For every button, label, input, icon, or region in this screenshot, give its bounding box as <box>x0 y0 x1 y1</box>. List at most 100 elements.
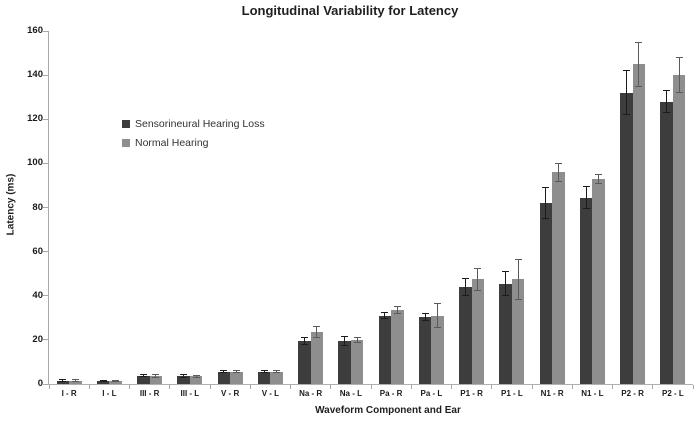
error-bar-cap <box>514 258 522 260</box>
error-bar-cap <box>474 267 482 269</box>
y-axis-tick-label: 160 <box>27 25 43 36</box>
y-axis-tick <box>43 118 48 120</box>
bar-snhl <box>418 316 432 384</box>
x-category-label: Pa - L <box>420 389 443 398</box>
error-bar <box>62 379 64 382</box>
error-bar-cap <box>59 379 67 381</box>
y-axis-tick-label: 80 <box>32 201 43 213</box>
error-bar-cap <box>260 370 268 372</box>
bar-snhl <box>459 286 472 384</box>
error-bar <box>464 278 466 296</box>
error-bar <box>625 70 627 115</box>
bar-snhl <box>298 340 311 384</box>
error-bar-cap <box>381 311 389 313</box>
error-bar-cap <box>273 370 281 372</box>
error-bar-cap <box>381 318 389 320</box>
y-axis-tick-label: 100 <box>27 157 43 169</box>
error-bar-cap <box>353 337 361 339</box>
error-bar-cap <box>300 343 308 345</box>
error-bar-cap <box>502 295 510 297</box>
x-category-label: III - L <box>180 389 200 398</box>
legend-swatch-icon <box>122 120 130 128</box>
error-bar-cap <box>421 312 429 314</box>
bar-nh <box>391 310 404 384</box>
bar-nh <box>230 371 243 384</box>
x-axis-tick <box>249 385 251 389</box>
x-axis-tick <box>410 385 412 389</box>
x-axis-tick <box>612 385 613 389</box>
error-bar-cap <box>112 381 120 383</box>
error-bar-cap <box>514 298 522 300</box>
error-bar-cap <box>582 186 590 188</box>
bar-nh <box>270 371 283 384</box>
error-bar <box>517 259 519 300</box>
error-bar-cap <box>675 92 683 94</box>
y-axis-tick <box>43 339 48 341</box>
error-bar <box>142 374 144 377</box>
plot-area: 0 20 40 60 80 100 120 140 160 I - R I - L III - R II… <box>27 26 694 398</box>
bar-nh <box>69 380 82 384</box>
error-bar-cap <box>474 289 482 291</box>
error-bar-cap <box>300 337 308 339</box>
error-bar <box>678 57 680 93</box>
error-bar <box>666 90 668 113</box>
error-bar <box>183 374 185 378</box>
bar-nh <box>471 279 485 384</box>
y-axis-tick <box>43 162 48 164</box>
y-axis-tick <box>43 383 48 385</box>
error-bar-cap <box>232 372 240 374</box>
legend-label: Sensorineural Hearing Loss <box>135 118 265 130</box>
error-bar <box>424 313 426 320</box>
bar-nh <box>511 279 525 384</box>
y-axis-tick <box>43 30 48 32</box>
bar-snhl <box>499 283 512 384</box>
error-bar-cap <box>461 277 469 279</box>
error-bar-cap <box>341 344 349 346</box>
error-bar <box>303 337 305 345</box>
error-bar <box>155 374 157 378</box>
bar-snhl <box>137 375 150 384</box>
error-bar-cap <box>152 374 160 376</box>
bar-nh <box>431 315 444 384</box>
error-bar <box>276 370 278 373</box>
error-bar <box>235 370 237 373</box>
bar-snhl <box>177 376 190 384</box>
bar-nh <box>592 178 605 384</box>
error-bar <box>195 375 197 378</box>
error-bar-cap <box>59 381 67 383</box>
error-bar-cap <box>434 302 442 304</box>
bar-nh <box>672 75 686 384</box>
error-bar-cap <box>393 312 401 314</box>
error-bar-cap <box>635 85 643 87</box>
x-axis-tick <box>169 385 171 389</box>
chart-title: Longitudinal Variability for Latency <box>241 3 459 18</box>
error-bar-cap <box>341 336 349 338</box>
error-bar-cap <box>152 376 160 378</box>
x-category-label: V - R <box>221 389 240 398</box>
x-axis-tick <box>370 385 372 389</box>
x-axis-tick <box>48 385 50 389</box>
bar-nh <box>149 376 163 384</box>
error-bar-cap <box>434 327 442 329</box>
bar-nh <box>552 172 565 384</box>
error-bar-cap <box>99 381 107 383</box>
error-bar-cap <box>595 173 603 175</box>
error-bar-cap <box>273 372 281 374</box>
x-category-label: P2 - L <box>661 389 684 398</box>
legend-label: Normal Hearing <box>135 137 209 149</box>
y-axis-tick <box>43 74 48 76</box>
bar-nh <box>350 339 364 384</box>
bar-nh <box>189 376 203 384</box>
error-bar-cap <box>582 208 590 210</box>
error-bar-cap <box>220 372 228 374</box>
error-bar-cap <box>554 180 562 182</box>
error-bar-cap <box>542 187 550 189</box>
error-bar-cap <box>139 374 147 376</box>
error-bar-cap <box>313 337 321 339</box>
x-axis-tick <box>129 385 130 389</box>
error-bar <box>585 186 587 209</box>
x-axis-tick <box>209 385 211 389</box>
x-category-label: Na - R <box>299 389 323 398</box>
error-bar-cap <box>180 374 188 376</box>
bar-nh <box>310 332 324 384</box>
